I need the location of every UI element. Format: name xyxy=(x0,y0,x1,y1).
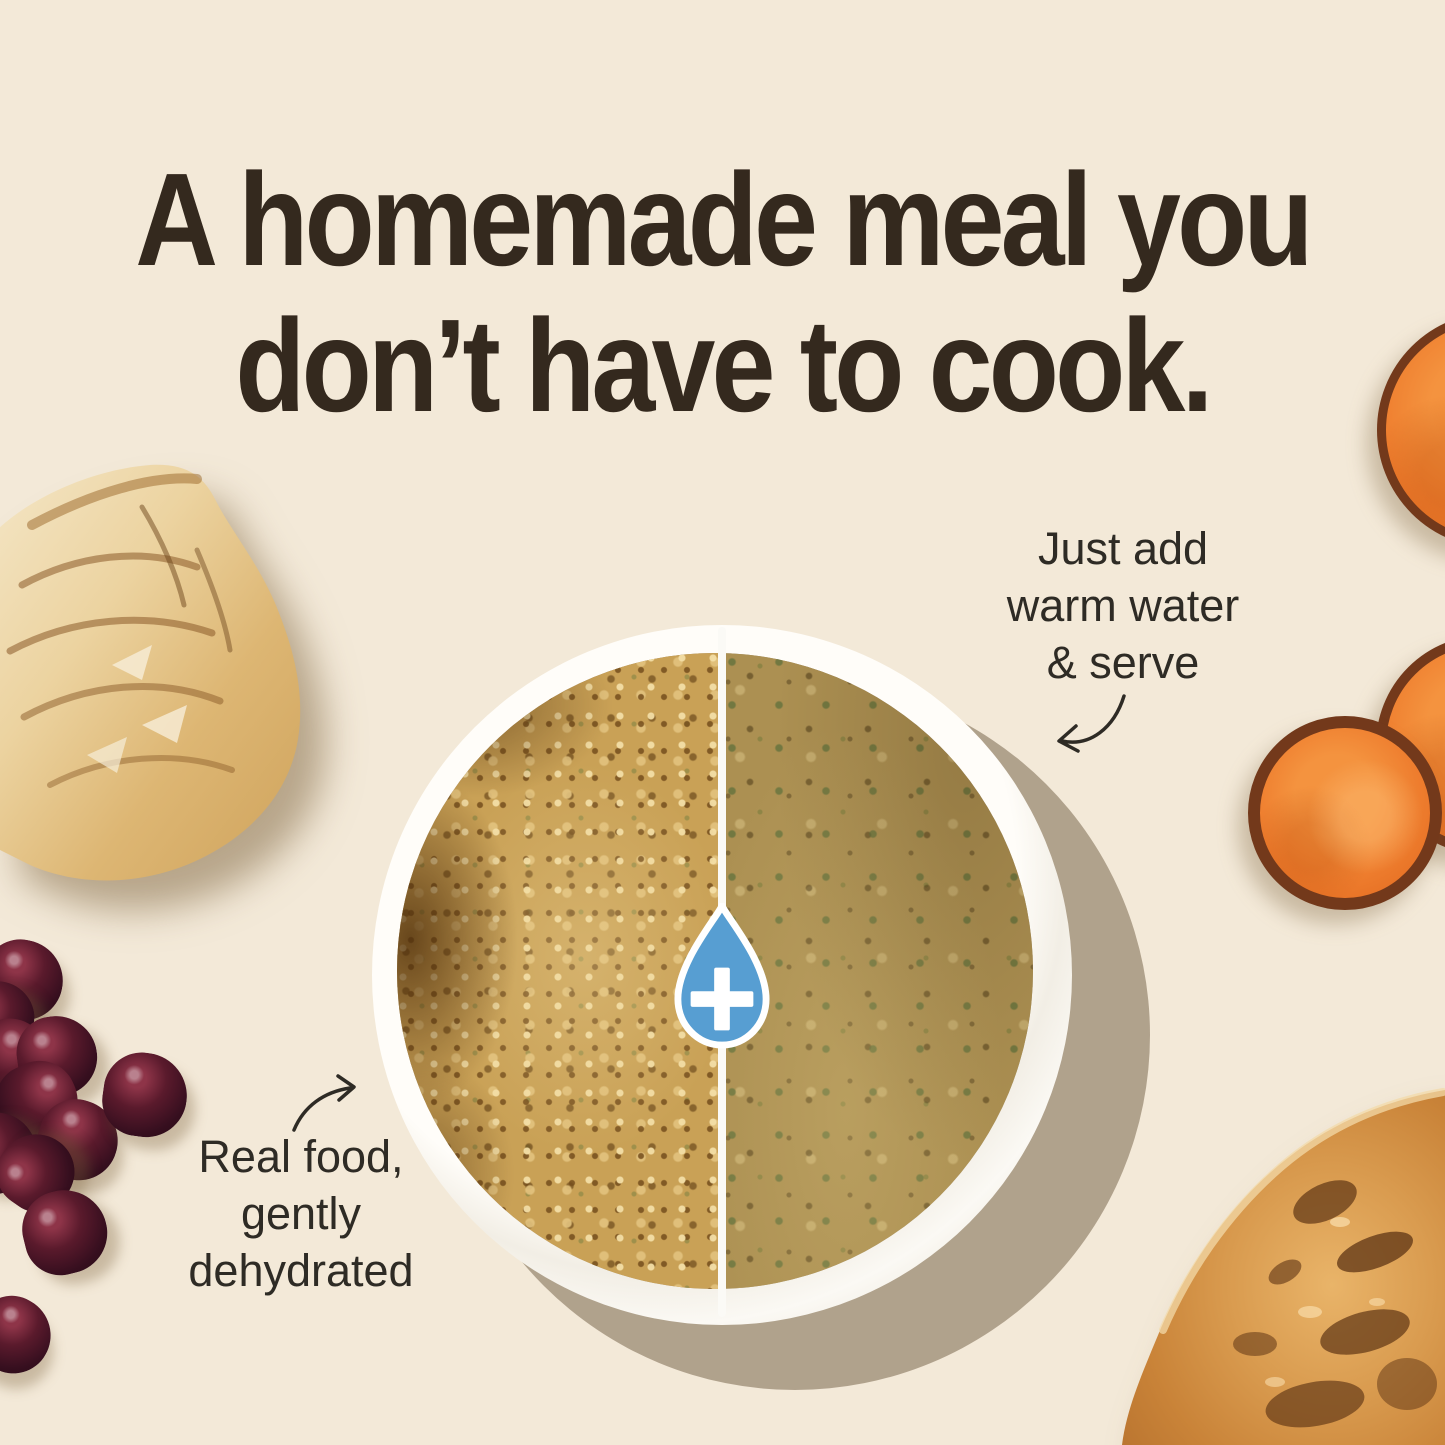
arrow-to-bowl-right-head xyxy=(1057,724,1080,753)
headline-line-2: don’t have to cook. xyxy=(235,292,1213,439)
bowl-food xyxy=(397,653,1033,1289)
fish-fillet-image xyxy=(0,464,301,881)
annotation-add-water-line-2: warm water xyxy=(1006,580,1240,631)
annotation-add-water: Just add warm water & serve xyxy=(958,520,1288,691)
rehydrated-food-half xyxy=(721,653,1033,1289)
arrow-to-bowl-left-head xyxy=(336,1074,356,1102)
dehydrated-food-half xyxy=(397,653,722,1289)
water-drop-plus-icon xyxy=(674,903,770,1049)
plus-icon xyxy=(714,967,730,1031)
arrow-to-bowl-left xyxy=(292,1086,352,1132)
annotation-real-food-line-2: gently xyxy=(240,1188,362,1239)
dried-cranberry-image xyxy=(0,1283,65,1387)
headline-line-1: A homemade meal you xyxy=(135,146,1313,293)
sweet-potato-slice-image xyxy=(1377,312,1445,548)
arrow-to-bowl-right xyxy=(1060,694,1126,744)
annotation-real-food-line-1: Real food, xyxy=(198,1131,404,1182)
annotation-real-food-line-3: dehydrated xyxy=(188,1245,414,1296)
headline: A homemade meal you don’t have to cook. xyxy=(94,147,1351,439)
annotation-real-food: Real food, gently dehydrated xyxy=(141,1128,461,1299)
chicken-breast-image xyxy=(1122,1088,1445,1445)
annotation-add-water-line-1: Just add xyxy=(1037,523,1209,574)
sweet-potato-slice-image xyxy=(1248,716,1442,910)
bowl xyxy=(372,625,1072,1325)
annotation-add-water-line-3: & serve xyxy=(1046,637,1200,688)
